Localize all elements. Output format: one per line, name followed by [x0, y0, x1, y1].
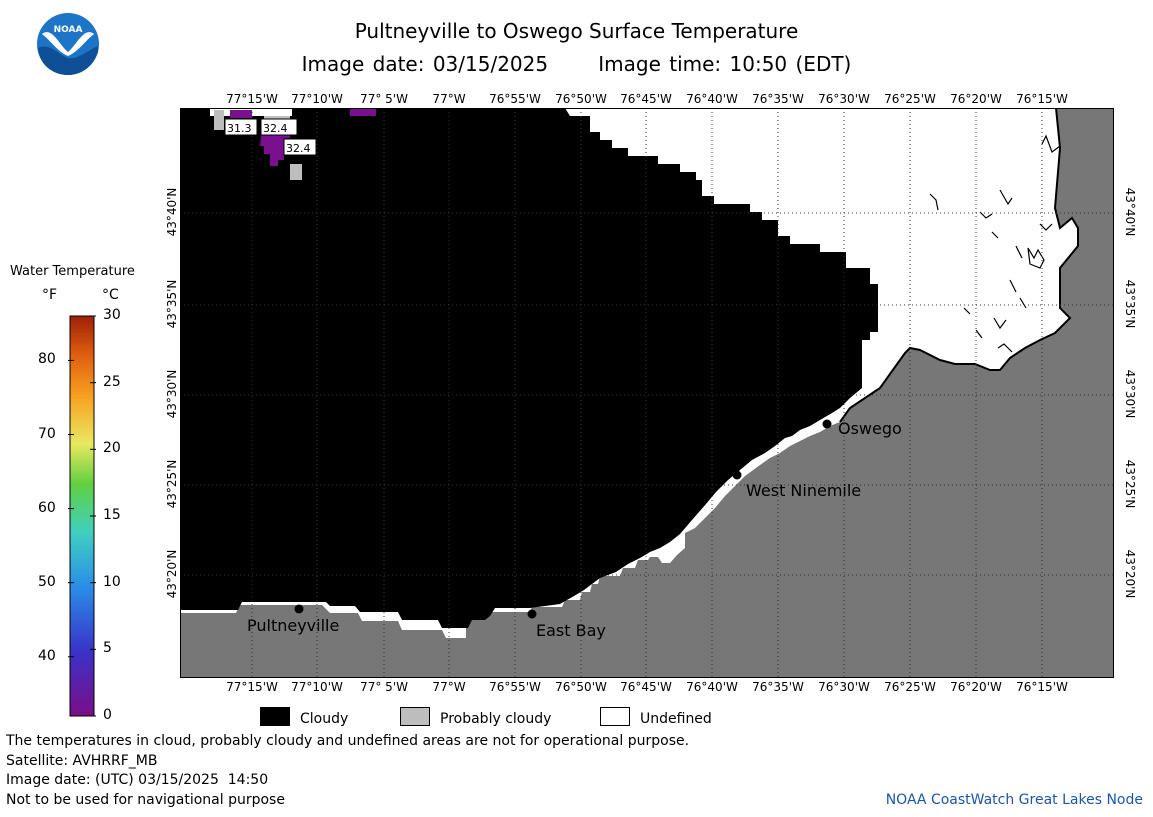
longitude-label: 76°45'W	[620, 92, 672, 106]
colorbar-unit-c: °C	[102, 287, 119, 303]
latitude-label: 43°40'N	[1123, 187, 1137, 237]
key-probably-cloudy-label: Probably cloudy	[440, 711, 552, 727]
latitude-label: 43°25'N	[165, 459, 179, 509]
temperature-labels: 31.3 32.4 32.4	[224, 118, 317, 156]
cloudy-area	[180, 108, 878, 628]
colorbar-c-tick-label: 0	[103, 707, 112, 723]
colorbar-c-tick-label: 5	[103, 640, 112, 657]
longitude-label: 77°15'W	[226, 680, 278, 694]
longitude-label: 76°35'W	[752, 680, 804, 694]
longitude-label: 77°15'W	[226, 92, 278, 106]
ice-features	[929, 134, 1061, 353]
place-west-ninemile: West Ninemile	[746, 481, 861, 500]
longitude-label: 76°45'W	[620, 680, 672, 694]
footer-disclaimer: The temperatures in cloud, probably clou…	[6, 733, 690, 749]
temp-label-2: 32.4	[263, 122, 288, 135]
longitude-label: 76°25'W	[884, 680, 936, 694]
map-title: Pultneyville to Oswego Surface Temperatu…	[354, 19, 799, 43]
longitude-label: 77° 5'W	[360, 680, 408, 694]
oswego-marker	[822, 419, 832, 429]
latitude-label: 43°35'N	[1123, 279, 1137, 329]
latitude-label: 43°30'N	[1123, 369, 1137, 419]
graticule	[180, 108, 1114, 678]
latitude-labels-right: 43°40'N 43°35'N 43°30'N 43°25'N 43°20'N	[1118, 0, 1142, 817]
key-cloudy-label: Cloudy	[300, 711, 349, 727]
temp-label-1: 31.3	[227, 122, 252, 135]
noaa-logo: NOAA	[37, 13, 99, 75]
longitude-label: 77° 5'W	[360, 92, 408, 106]
colorbar	[68, 315, 96, 717]
colorbar-c-tick-label: 25	[103, 373, 121, 390]
map-frame	[180, 108, 1114, 678]
colorbar-c-tick-label: 20	[103, 440, 121, 457]
longitude-label: 76°50'W	[555, 92, 607, 106]
longitude-labels-bottom: 77°15'W 77°10'W 77° 5'W 77°W 76°55'W 76°50'W 7…	[0, 680, 1153, 696]
temp-label-3: 32.4	[286, 142, 311, 155]
west-ninemile-marker	[732, 470, 742, 480]
longitude-label: 76°55'W	[489, 680, 541, 694]
colorbar-f-tick-label: 40	[38, 647, 56, 664]
longitude-label: 76°20'W	[950, 680, 1002, 694]
colorbar-f-tick-label: 60	[38, 499, 56, 516]
place-oswego: Oswego	[838, 419, 902, 438]
cold-water-area	[230, 108, 376, 166]
footer-image-date: Image date: (UTC) 03/15/2025 14:50	[6, 772, 269, 788]
longitude-label: 76°40'W	[686, 680, 738, 694]
longitude-label: 76°35'W	[752, 92, 804, 106]
longitude-labels-top: 77°15'W 77°10'W 77° 5'W 77°W 76°55'W 76°50'W 7…	[0, 92, 1153, 108]
key-cloudy-swatch	[260, 707, 290, 726]
key-probably-cloudy-swatch	[400, 707, 430, 726]
longitude-label: 77°W	[432, 680, 466, 694]
east-bay-marker	[527, 609, 537, 619]
longitude-label: 76°50'W	[555, 680, 607, 694]
latitude-label: 43°20'N	[1123, 549, 1137, 599]
latitude-label: 43°25'N	[1123, 459, 1137, 509]
longitude-label: 77°10'W	[291, 92, 343, 106]
land-area	[180, 108, 1114, 678]
longitude-label: 76°40'W	[686, 92, 738, 106]
temperature-map: Oswego West Ninemile Pultneyville East B…	[180, 108, 1114, 678]
colorbar-f-tick-label: 80	[38, 351, 56, 368]
colorbar-title: Water Temperature	[10, 264, 135, 279]
longitude-label: 77°10'W	[291, 680, 343, 694]
latitude-label: 43°30'N	[165, 369, 179, 419]
longitude-label: 76°30'W	[818, 680, 870, 694]
longitude-label: 76°15'W	[1016, 680, 1068, 694]
colorbar-c-tick-label: 15	[103, 507, 121, 523]
place-pultneyville: Pultneyville	[247, 616, 339, 635]
pultneyville-marker	[294, 604, 304, 614]
longitude-label: 77°W	[432, 92, 466, 106]
colorbar-c-tick-label: 10	[103, 573, 121, 590]
colorbar-unit-f: °F	[42, 287, 58, 303]
latitude-label: 43°20'N	[165, 549, 179, 599]
place-east-bay: East Bay	[536, 621, 606, 640]
latitude-label: 43°35'N	[165, 279, 179, 329]
map-subtitle: Image date: 03/15/2025 Image time: 10:50…	[301, 52, 852, 76]
longitude-label: 76°30'W	[818, 92, 870, 106]
key-undefined-label: Undefined	[640, 711, 712, 727]
latitude-label: 43°40'N	[165, 187, 179, 237]
longitude-label: 76°15'W	[1016, 92, 1068, 106]
probably-cloudy-area	[214, 110, 302, 180]
footer-satellite: Satellite: AVHRRF_MB	[6, 753, 158, 769]
longitude-label: 76°55'W	[489, 92, 541, 106]
colorbar-f-tick-label: 70	[38, 425, 56, 442]
key-undefined-swatch	[600, 707, 630, 726]
colorbar-c-tick-label: 30	[103, 307, 121, 323]
longitude-label: 76°25'W	[884, 92, 936, 106]
footer-credit: NOAA CoastWatch Great Lakes Node	[885, 792, 1143, 808]
noaa-logo-text: NOAA	[54, 25, 83, 35]
colorbar-f-tick-label: 50	[38, 573, 56, 590]
footer-navigation-warning: Not to be used for navigational purpose	[6, 792, 285, 808]
longitude-label: 76°20'W	[950, 92, 1002, 106]
